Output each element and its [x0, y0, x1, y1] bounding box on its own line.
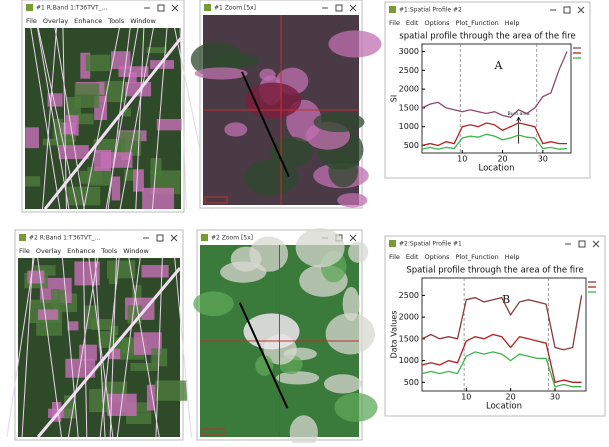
window-title: #2 R:Band 1:T36TVT_...: [29, 235, 100, 242]
menu-item[interactable]: Help: [505, 19, 520, 27]
image-patch: [220, 261, 266, 282]
image-patch: [112, 176, 121, 200]
menu-item[interactable]: Help: [505, 253, 520, 261]
menu-item[interactable]: File: [26, 17, 37, 25]
menu-item[interactable]: Enhance: [67, 247, 95, 255]
image-patch: [328, 155, 358, 187]
image-patch: [296, 228, 345, 267]
image-patch: [155, 381, 187, 401]
menu-item[interactable]: Tools: [100, 247, 118, 255]
screenshot: #1 R:Band 1:T36TVT_... File Overlay Enhance…: [0, 0, 609, 443]
image-patch: [157, 119, 182, 130]
y-axis-label: SI: [390, 95, 399, 102]
menu-item[interactable]: Overlay: [36, 247, 61, 255]
image-patch: [224, 122, 247, 136]
title-icon: [19, 234, 26, 241]
image-patch: [337, 193, 367, 207]
x-tick-label: 30: [550, 393, 560, 402]
window: #1 R:Band 1:T36TVT_... File Overlay Enhance…: [22, 0, 213, 212]
window: #1:Spatial Profile #2 File Edit Options Plot…: [385, 2, 590, 178]
x-tick-label: 20: [506, 393, 516, 402]
window-title: #1 R:Band 1:T36TVT_...: [36, 5, 107, 12]
image-patch: [91, 319, 111, 330]
image-patch: [326, 313, 375, 354]
y-tick-label: 1500: [399, 103, 419, 112]
image-patch: [75, 83, 100, 107]
window-title: #1 Zoom [5x]: [214, 5, 256, 12]
x-tick-label: 20: [497, 155, 507, 164]
menu-item[interactable]: Edit: [406, 19, 419, 27]
image-patch: [141, 265, 168, 277]
menu-item[interactable]: Options: [424, 253, 450, 261]
image-patch: [142, 188, 174, 209]
title-icon: [26, 4, 33, 11]
y-tick-label: 2500: [399, 66, 419, 75]
menu-item[interactable]: Plot_Function: [456, 19, 499, 27]
image-patch: [270, 137, 313, 168]
x-tick-label: 10: [461, 393, 471, 402]
annotation: A: [494, 59, 504, 72]
window: #1 Zoom [5x]: [191, 0, 382, 208]
image-patch: [314, 112, 365, 132]
menu-item[interactable]: Plot_Function: [456, 253, 499, 261]
menu-item[interactable]: Options: [424, 19, 450, 27]
chart-title: Spatial profile through the area of the …: [406, 266, 583, 276]
image-patch: [51, 289, 60, 307]
chart-title: spatial profile through the area of the …: [399, 32, 575, 42]
y-tick-label: 1000: [399, 356, 419, 365]
image-patch: [348, 242, 368, 263]
image-patch: [193, 291, 234, 316]
image-patch: [25, 127, 39, 148]
y-tick-label: 3000: [399, 47, 419, 56]
image-patch: [86, 55, 111, 71]
image-patch: [195, 67, 248, 79]
image-patch: [94, 150, 111, 171]
window: #2 R:Band 1:T36TVT_... File Overlay Enhance…: [7, 230, 192, 440]
x-tick-label: 10: [457, 155, 467, 164]
burn-area: [245, 83, 301, 119]
title-icon: [389, 240, 396, 247]
image-patch: [276, 371, 319, 384]
title-icon: [201, 234, 208, 241]
x-tick-label: 30: [538, 155, 548, 164]
y-tick-label: 1500: [399, 334, 419, 343]
y-tick-label: 500: [404, 378, 419, 387]
window-title: #2:Spatial Profile #1: [399, 241, 462, 248]
menu-item[interactable]: Window: [123, 247, 149, 255]
title-icon: [389, 6, 396, 13]
y-tick-label: 2000: [399, 313, 419, 322]
y-tick-label: 1000: [399, 122, 419, 131]
image-patch: [324, 374, 362, 393]
y-tick-label: 2500: [399, 291, 419, 300]
menu-item[interactable]: Enhance: [74, 17, 102, 25]
window: #2 Zoom [5x]: [193, 228, 377, 443]
x-axis-label: Location: [479, 164, 515, 174]
menu-item[interactable]: File: [19, 247, 30, 255]
y-axis-label: Data Values: [390, 311, 399, 359]
x-axis-label: Location: [486, 402, 522, 412]
title-icon: [204, 4, 211, 11]
image-patch: [27, 271, 44, 284]
image-patch: [67, 187, 100, 206]
image-patch: [119, 66, 149, 77]
menu-item[interactable]: Edit: [406, 253, 419, 261]
window: #2:Spatial Profile #1 File Edit Options Plot…: [385, 236, 605, 416]
menu-item[interactable]: Tools: [107, 17, 125, 25]
image-patch: [211, 53, 259, 68]
menu-item[interactable]: Window: [130, 17, 156, 25]
menu-item[interactable]: File: [389, 253, 400, 261]
y-tick-label: 500: [404, 141, 419, 150]
image-patch: [38, 309, 58, 320]
window-title: #2 Zoom [5x]: [211, 235, 253, 242]
image-patch: [328, 30, 381, 57]
image-patch: [334, 393, 377, 422]
image-patch: [25, 176, 40, 186]
y-tick-label: 2000: [399, 85, 419, 94]
menu-item[interactable]: Overlay: [43, 17, 68, 25]
menu-item[interactable]: File: [389, 19, 400, 27]
window-title: #1:Spatial Profile #2: [399, 7, 462, 14]
